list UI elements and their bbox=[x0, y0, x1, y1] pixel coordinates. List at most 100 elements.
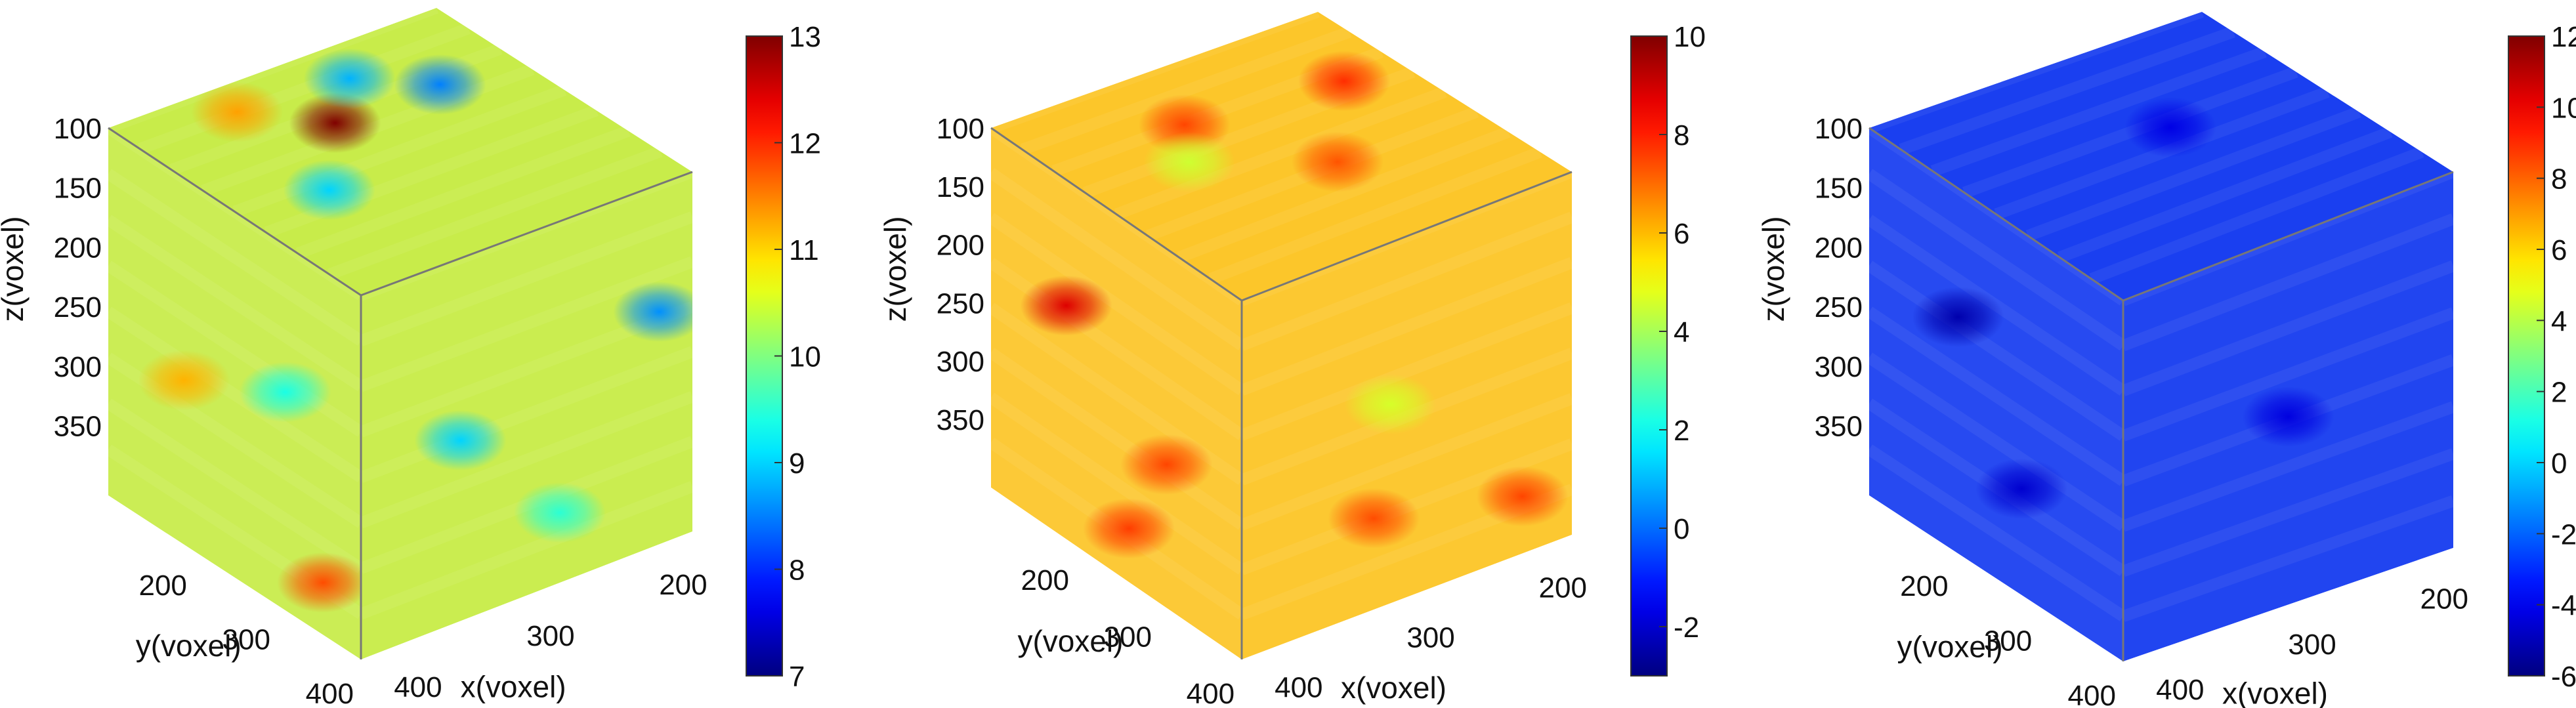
colorbar-tick-label: 7 bbox=[789, 661, 805, 693]
colorbar-tick-label: 8 bbox=[2551, 163, 2567, 196]
y-tick-label: 300 bbox=[1104, 621, 1152, 653]
hotspot bbox=[1292, 131, 1383, 192]
colorbar-tick-label: 10 bbox=[2551, 92, 2576, 124]
z-tick-label: 200 bbox=[937, 230, 984, 262]
z-tick-label: 350 bbox=[937, 404, 984, 436]
cube-face-right bbox=[361, 172, 692, 659]
colorbar-tick-label: 12 bbox=[2551, 21, 2576, 53]
colorbar-tick-label: 6 bbox=[2551, 234, 2567, 266]
hotspot bbox=[1298, 51, 1390, 112]
colorbar-tick-label: 0 bbox=[1674, 513, 1689, 545]
colorbar-tick-label: 12 bbox=[789, 128, 821, 160]
colorbar bbox=[2508, 35, 2545, 677]
colorbar-tick-label: 10 bbox=[789, 341, 821, 373]
hotspot bbox=[514, 482, 606, 543]
hotspot bbox=[2124, 97, 2216, 157]
y-tick-label: 300 bbox=[1984, 625, 2032, 657]
z-tick-label: 100 bbox=[54, 113, 102, 145]
z-tick-label: 150 bbox=[1815, 173, 1863, 205]
x-tick-label: 300 bbox=[2288, 629, 2336, 661]
z-tick-label: 100 bbox=[1815, 113, 1863, 145]
x-axis-label: x(voxel) bbox=[2222, 677, 2328, 708]
z-tick-label: 200 bbox=[54, 232, 102, 264]
colorbar-tick-label: 4 bbox=[2551, 305, 2567, 337]
z-tick-label: 350 bbox=[1815, 411, 1863, 443]
hotspot bbox=[1328, 488, 1420, 549]
colorbar-tick-label: 2 bbox=[1674, 415, 1689, 447]
z-axis-label: z(voxel) bbox=[1756, 216, 1790, 322]
colorbar-tick-label: -2 bbox=[1674, 612, 1699, 644]
z-tick-label: 150 bbox=[937, 171, 984, 203]
hotspot bbox=[613, 281, 692, 343]
x-tick-label: 200 bbox=[1539, 572, 1587, 604]
z-axis-label: z(voxel) bbox=[0, 216, 30, 322]
colorbar-tick-label: 9 bbox=[789, 448, 805, 480]
y-tick-label: 400 bbox=[1187, 678, 1235, 708]
hotspot bbox=[1344, 373, 1437, 434]
colorbar-tick-label: 2 bbox=[2551, 377, 2567, 409]
hotspot bbox=[1020, 275, 1112, 336]
hotspot bbox=[283, 159, 375, 220]
colorbar-tick-label: -6 bbox=[2551, 661, 2576, 693]
hotspot bbox=[2242, 386, 2334, 447]
x-tick-label: 400 bbox=[2156, 674, 2204, 706]
z-tick-label: 250 bbox=[54, 291, 102, 323]
z-tick-label: 300 bbox=[1815, 351, 1863, 383]
hotspot bbox=[239, 362, 331, 423]
cube-face-top bbox=[108, 8, 692, 295]
colorbar-tick-label: 8 bbox=[789, 554, 805, 587]
cube-face-left bbox=[1869, 128, 2123, 661]
hotspot bbox=[1975, 458, 2068, 519]
hotspot bbox=[1143, 132, 1236, 193]
hotspot bbox=[414, 410, 507, 471]
x-tick-label: 300 bbox=[1406, 621, 1454, 654]
hotspot bbox=[191, 81, 284, 142]
x-tick-label: 400 bbox=[1275, 671, 1322, 703]
hotspot bbox=[303, 48, 396, 109]
colorbar-tick-label: 8 bbox=[1674, 119, 1689, 152]
x-tick-label: 400 bbox=[394, 671, 442, 703]
x-tick-label: 200 bbox=[2420, 583, 2468, 615]
hotspot bbox=[1476, 466, 1569, 527]
colorbar-tick-label: 4 bbox=[1674, 316, 1689, 348]
hotspot bbox=[1120, 434, 1213, 495]
colorbar-tick-label: 0 bbox=[2551, 448, 2567, 480]
colorbar-tick-label: 11 bbox=[789, 234, 819, 266]
y-tick-label: 300 bbox=[222, 624, 270, 656]
z-tick-label: 250 bbox=[1815, 291, 1863, 323]
y-axis-label: y(voxel) bbox=[1017, 624, 1123, 658]
y-tick-label: 200 bbox=[138, 570, 186, 602]
hotspot bbox=[1083, 498, 1175, 559]
cube-face-right bbox=[1242, 172, 1572, 659]
z-axis-label: z(voxel) bbox=[878, 216, 912, 322]
hotspot bbox=[277, 552, 361, 613]
colorbar-tick-label: -2 bbox=[2551, 518, 2576, 551]
panel-1: 100 150 200 250 300 350 z(voxel) 200 300 400 y(vox… bbox=[0, 8, 821, 708]
z-tick-label: 200 bbox=[1815, 232, 1863, 264]
hotspot bbox=[138, 350, 230, 411]
x-axis-label: x(voxel) bbox=[1341, 671, 1446, 705]
z-tick-label: 300 bbox=[54, 351, 102, 383]
cube-face-left bbox=[991, 128, 1242, 659]
z-tick-label: 300 bbox=[937, 346, 984, 378]
hotspot bbox=[1912, 287, 2004, 348]
colorbar bbox=[1630, 35, 1668, 677]
cube-face-left bbox=[108, 128, 361, 659]
y-tick-label: 400 bbox=[2068, 680, 2116, 708]
colorbar-tick-label: 13 bbox=[789, 21, 821, 53]
x-tick-label: 300 bbox=[526, 620, 574, 652]
z-tick-label: 350 bbox=[54, 411, 102, 443]
colorbar-tick-label: -4 bbox=[2551, 590, 2576, 622]
z-tick-label: 100 bbox=[937, 113, 984, 145]
hotspot bbox=[394, 54, 486, 115]
y-axis-label: y(voxel) bbox=[1897, 629, 2003, 663]
colorbar-tick-label: 6 bbox=[1674, 218, 1689, 250]
y-tick-label: 400 bbox=[306, 678, 354, 708]
y-tick-label: 200 bbox=[1900, 570, 1948, 602]
colorbar-tick-label: 10 bbox=[1674, 21, 1706, 53]
panel-3: 100150200250300350z(voxel)200300400y(vox… bbox=[1756, 12, 2576, 708]
panel-2: 100150200250300350z(voxel)200300400y(vox… bbox=[878, 12, 1706, 708]
x-tick-label: 200 bbox=[659, 569, 707, 601]
y-axis-label: y(voxel) bbox=[136, 629, 242, 663]
